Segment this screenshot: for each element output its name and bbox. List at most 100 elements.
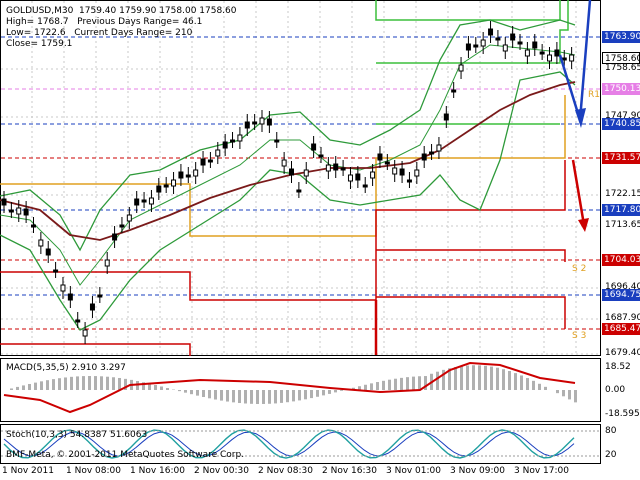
candle-body — [429, 151, 435, 155]
macd-histogram-bar — [556, 390, 559, 394]
candle-body — [23, 208, 29, 216]
candle-body — [421, 153, 427, 161]
macd-histogram-bar — [178, 390, 181, 392]
candle-body — [443, 113, 449, 121]
macd-histogram-bar — [58, 378, 61, 390]
macd-panel-frame — [0, 358, 601, 422]
close-label: Close= 1759.1 — [6, 39, 73, 49]
macd-histogram-bar — [466, 365, 469, 390]
macd-histogram-bar — [328, 390, 331, 394]
candle-body — [266, 118, 272, 126]
candle-body — [355, 173, 361, 181]
candle-body — [296, 189, 302, 193]
time-label: 1 Nov 2011 — [2, 466, 54, 476]
price-box-1731-57: 1731.57 — [602, 152, 640, 164]
macd-histogram-bar — [64, 377, 67, 390]
stoch-label: Stoch(10,3,3) 54.8387 51.6063 — [6, 430, 148, 440]
candle-body — [1, 198, 7, 206]
candle-body — [38, 239, 44, 247]
candle-body — [244, 121, 250, 129]
candle-body — [473, 44, 479, 48]
price-tick: 1747.90 — [605, 111, 640, 121]
price-box-1763-90: 1763.90 — [602, 31, 640, 43]
bollinger-lower — [0, 71, 576, 331]
macd-histogram-bar — [238, 390, 241, 404]
candle-body — [370, 171, 376, 179]
macd-histogram-bar — [562, 390, 565, 397]
candle-body — [200, 158, 206, 166]
macd-histogram-bar — [442, 369, 445, 390]
pivot-red-line — [376, 296, 566, 329]
candle-body — [392, 167, 398, 175]
macd-histogram-bar — [88, 376, 91, 390]
macd-histogram-bar — [424, 376, 427, 390]
ohlc-values: 1759.40 1759.90 1758.00 1758.60 — [79, 6, 237, 16]
time-label: 2 Nov 00:30 — [194, 466, 249, 476]
candle-body — [16, 207, 22, 215]
candle-body — [303, 169, 309, 177]
level-label-s3: S 3 — [572, 331, 587, 341]
candle-body — [8, 209, 14, 213]
candle-body — [112, 233, 118, 241]
macd-histogram-bar — [568, 390, 571, 400]
macd-histogram-bar — [208, 390, 211, 399]
macd-histogram-bar — [22, 385, 25, 390]
macd-histogram-bar — [574, 390, 577, 403]
moving-average — [0, 81, 576, 241]
macd-histogram-bar — [226, 390, 229, 402]
macd-histogram-bar — [316, 390, 319, 397]
candle-body — [554, 49, 560, 57]
pivot-red-line — [0, 343, 191, 356]
macd-tick: 0.00 — [605, 385, 626, 395]
candle-body — [340, 167, 346, 171]
macd-histogram-bar — [106, 376, 109, 390]
macd-histogram-bar — [340, 390, 343, 391]
price-box-1694-75: 1694.75 — [602, 289, 640, 301]
candle-body — [104, 259, 110, 267]
candle-body — [274, 139, 280, 143]
stoch-signal-line — [3, 431, 575, 457]
header-line-4: Close= 1759.1 — [6, 39, 72, 50]
candle-body — [207, 159, 213, 163]
bollinger-upper — [0, 19, 576, 252]
candle-body — [311, 143, 317, 151]
macd-histogram-bar — [262, 390, 265, 404]
macd-histogram-bar — [220, 390, 223, 401]
candle-body — [318, 154, 324, 158]
macd-histogram-bar — [202, 390, 205, 398]
price-box-1704-03: 1704.03 — [602, 254, 640, 266]
macd-histogram-bar — [160, 386, 163, 390]
candle-body — [134, 198, 140, 206]
macd-histogram-bar — [196, 390, 199, 396]
macd-histogram-bar — [46, 380, 49, 390]
candle-body — [67, 293, 73, 301]
candle-body — [281, 159, 287, 167]
candle-body — [252, 121, 258, 125]
candle-body — [89, 303, 95, 311]
macd-histogram-bar — [508, 371, 511, 390]
macd-histogram-bar — [34, 382, 37, 390]
candle-body — [60, 284, 66, 292]
macd-histogram-bar — [400, 377, 403, 390]
candle-body — [480, 39, 486, 47]
candle-body — [532, 41, 538, 49]
macd-histogram-bar — [184, 390, 187, 393]
candle-body — [222, 141, 228, 149]
macd-histogram-bar — [40, 381, 43, 390]
bollinger-middle — [0, 44, 576, 286]
macd-histogram-bar — [448, 368, 451, 390]
header-line-3: Low= 1722.6 Current Days Range= 210 — [6, 28, 192, 39]
macd-histogram-bar — [76, 376, 79, 390]
macd-histogram-bar — [514, 373, 517, 390]
macd-histogram-bar — [124, 378, 127, 390]
macd-histogram-bar — [166, 388, 169, 390]
candle-body — [126, 214, 132, 222]
price-panel-frame — [0, 0, 601, 356]
macd-histogram-bar — [460, 366, 463, 390]
price-box-1685-47: 1685.47 — [602, 323, 640, 335]
candle-body — [141, 199, 147, 203]
time-label: 3 Nov 09:00 — [450, 466, 505, 476]
macd-histogram-bar — [94, 376, 97, 390]
stoch-tick: 20 — [605, 450, 617, 460]
